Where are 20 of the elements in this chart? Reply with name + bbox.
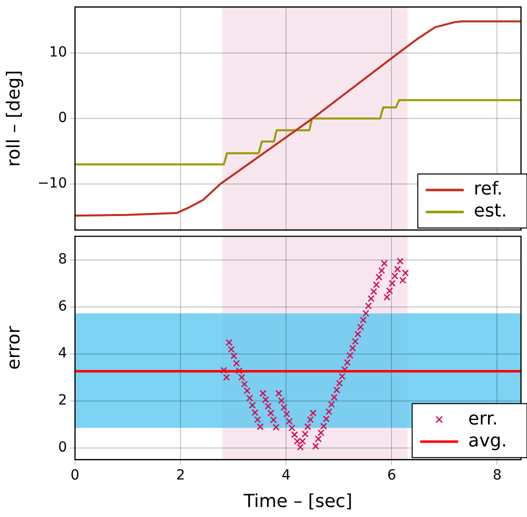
y-tick-label: 2 — [58, 392, 67, 408]
y-tick-label: 6 — [58, 298, 68, 314]
x-tick-label: 2 — [176, 468, 186, 484]
y-axis-title: roll – [deg] — [3, 70, 24, 167]
y-tick-label: 10 — [49, 44, 67, 61]
legend-label: err. — [468, 408, 498, 430]
y-tick-label: 0 — [58, 110, 67, 126]
x-tick-label: 6 — [387, 468, 396, 484]
y-tick-label: 8 — [58, 251, 67, 268]
y-axis-title: error — [3, 326, 24, 370]
y-tick-label: −10 — [37, 176, 67, 192]
legend-label: ref. — [474, 178, 503, 200]
y-tick-label: 0 — [58, 439, 67, 456]
x-tick-label: 0 — [70, 468, 80, 484]
x-axis-title: Time – [sec] — [242, 490, 352, 512]
y-tick-label: 4 — [58, 345, 68, 362]
x-tick-label: 4 — [282, 468, 291, 484]
legend-label: est. — [474, 200, 508, 222]
x-tick-label: 8 — [492, 468, 502, 484]
legend-label: avg. — [468, 430, 508, 452]
